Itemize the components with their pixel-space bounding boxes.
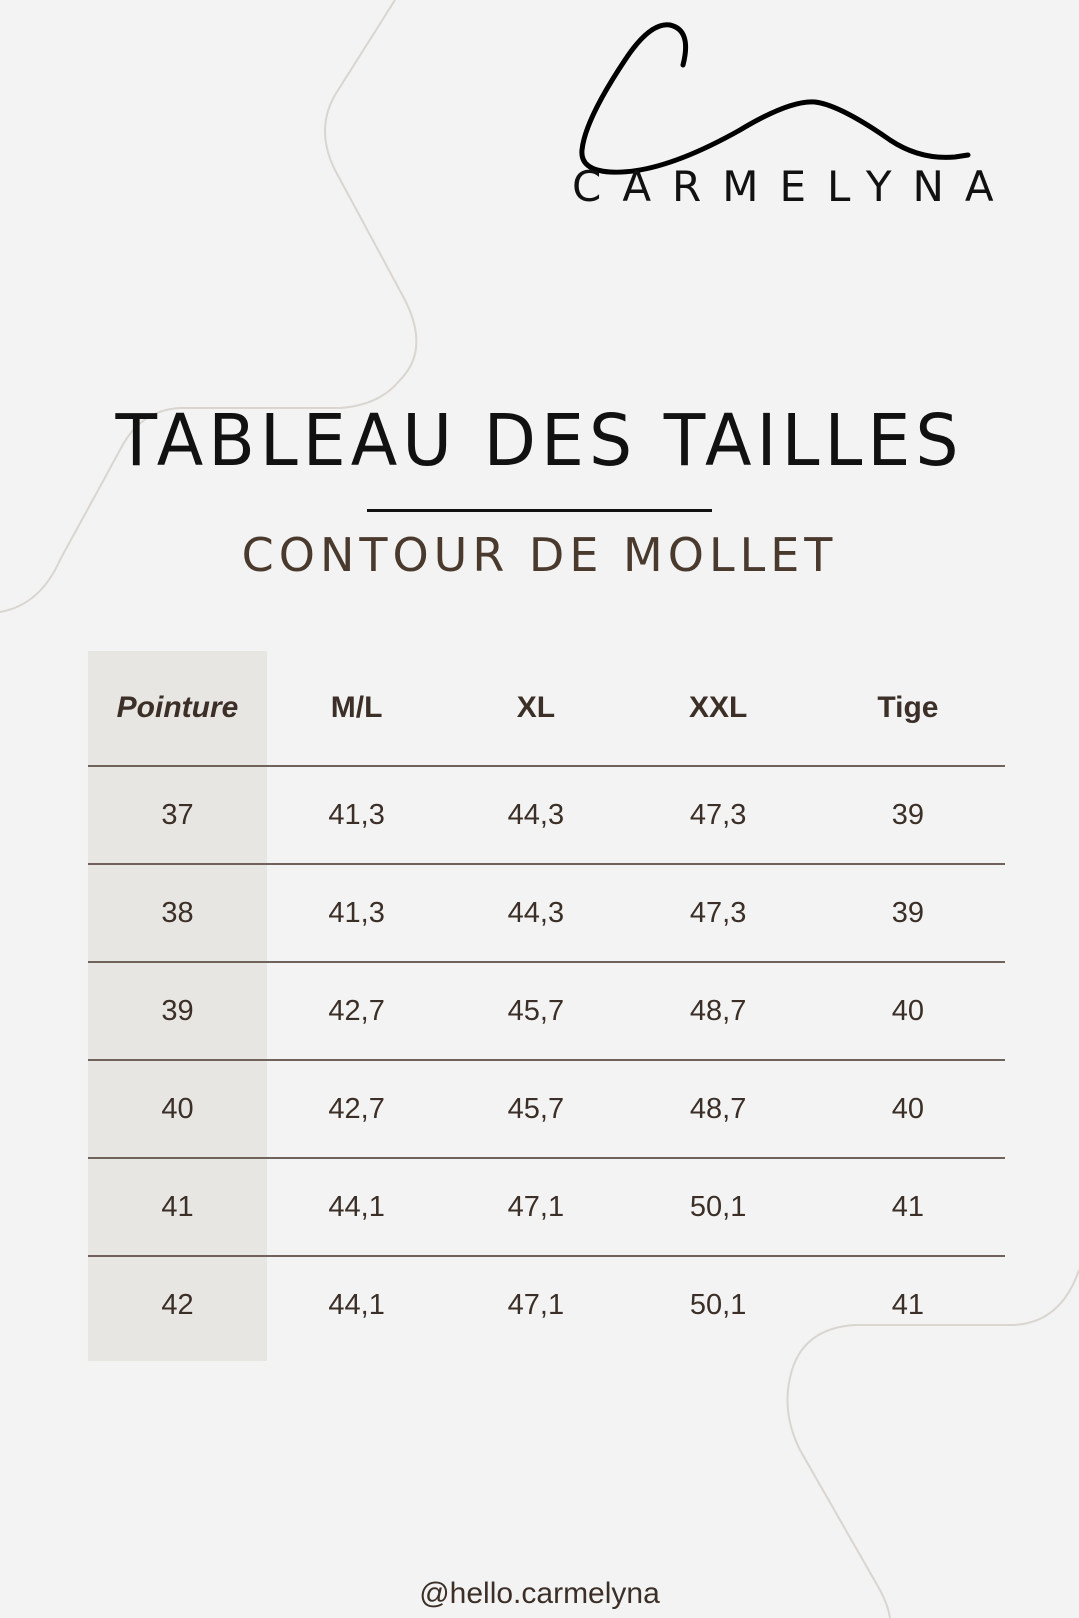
table-cell: 47,1 [446, 1158, 626, 1257]
table-row: 41 44,1 47,1 50,1 41 [88, 1158, 1005, 1257]
table-cell: 47,3 [625, 766, 811, 865]
table-cell: 41,3 [267, 766, 447, 865]
table-cell: 42 [161, 1288, 194, 1321]
table-cell: 40 [88, 1060, 267, 1159]
table-cell: 41 [810, 1158, 1005, 1257]
table-cell: 41 [88, 1158, 267, 1257]
title-divider [367, 509, 712, 512]
table-cell: 42,7 [267, 962, 447, 1061]
table-cell: 39 [88, 962, 267, 1061]
size-table: Pointure M/L XL XXL Tige 37 41,3 44,3 47,3 3… [88, 651, 1005, 1353]
table-cell: 37 [88, 766, 267, 865]
header-pointure: Pointure [88, 651, 267, 767]
table-cell: 47,1 [507, 1288, 565, 1321]
page-title: TABLEAU DES TAILLES [115, 400, 964, 483]
header-ml: M/L [267, 651, 447, 767]
table-cell: 40 [810, 962, 1005, 1061]
table-cell: 44,3 [446, 864, 626, 963]
header-xl: XL [446, 651, 626, 767]
table-row: 39 42,7 45,7 48,7 40 [88, 962, 1005, 1061]
table-row: 38 41,3 44,3 47,3 39 [88, 864, 1005, 963]
brand-logo-swoosh [579, 22, 971, 175]
table-cell: 41 [891, 1288, 925, 1321]
table-row: 42 44,1 47,1 50,1 41 [88, 1256, 1005, 1353]
table-row: 37 41,3 44,3 47,3 39 [88, 766, 1005, 865]
table-cell: 39 [810, 766, 1005, 865]
table-cell: 48,7 [625, 962, 811, 1061]
table-cell: 40 [810, 1060, 1005, 1159]
brand-logo-text: CARMELYNA [572, 162, 1015, 211]
table-cell: 45,7 [446, 962, 626, 1061]
table-cell: 45,7 [446, 1060, 626, 1159]
page-subtitle: CONTOUR DE MOLLET [241, 528, 838, 582]
table-cell: 39 [810, 864, 1005, 963]
footer-handle: @hello.carmelyna [419, 1577, 660, 1610]
table-row: 40 42,7 45,7 48,7 40 [88, 1060, 1005, 1159]
table-cell: 48,7 [625, 1060, 811, 1159]
table-cell: 42,7 [267, 1060, 447, 1159]
table-cell: 38 [88, 864, 267, 963]
header-tige: Tige [810, 651, 1005, 767]
header-xxl: XXL [625, 651, 811, 767]
table-cell: 44,1 [267, 1158, 447, 1257]
table-cell: 44,1 [328, 1288, 385, 1321]
table-cell: 50,1 [689, 1288, 747, 1321]
table-cell: 44,3 [446, 766, 626, 865]
table-header-row: Pointure M/L XL XXL Tige [88, 651, 1005, 767]
table-cell: 47,3 [625, 864, 811, 963]
table-cell: 50,1 [625, 1158, 811, 1257]
table-cell: 41,3 [267, 864, 447, 963]
